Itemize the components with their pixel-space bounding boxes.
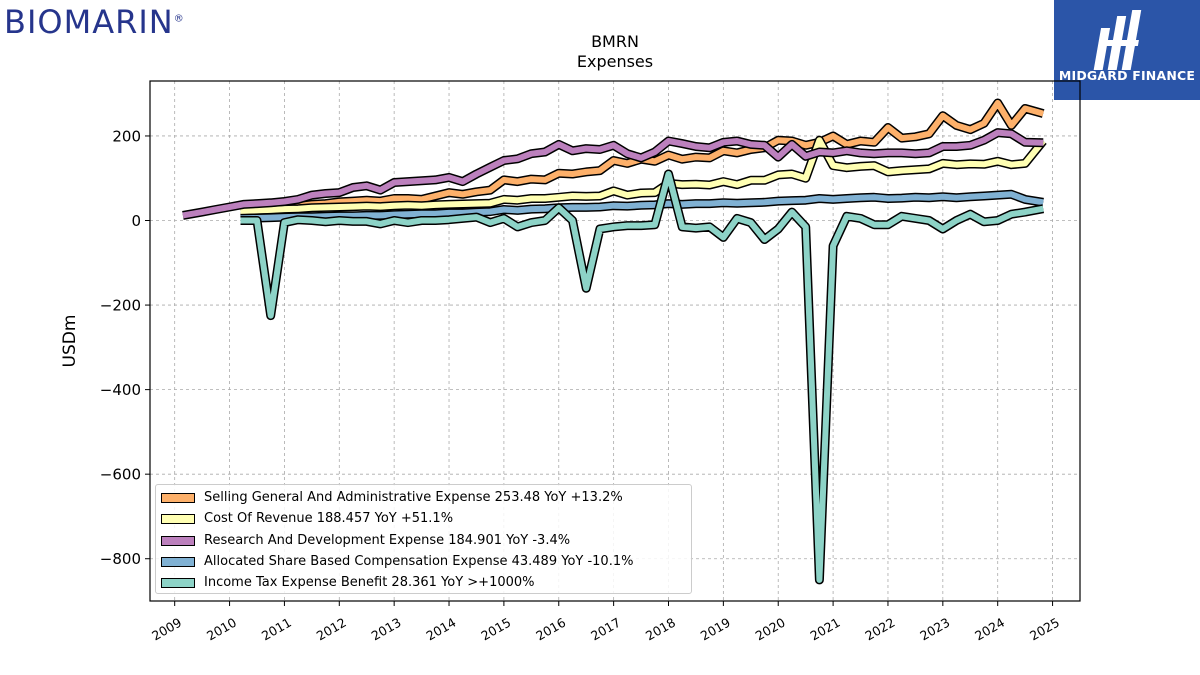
- x-tick-label: 2019: [698, 615, 733, 644]
- series-line-research-and-development-expense: [182, 129, 1044, 219]
- series-line-allocated-share-based-compensation-expense: [240, 191, 1044, 222]
- x-tick-label: 2025: [1027, 615, 1062, 644]
- midgard-finance-badge: MIDGARD FINANCE: [1054, 0, 1200, 100]
- x-tick-label: 2024: [972, 615, 1007, 644]
- legend-swatch: [161, 556, 195, 567]
- y-tick-label: 200: [112, 127, 141, 145]
- chart-subtitle: Expenses: [576, 52, 654, 71]
- y-tick-label: −200: [100, 297, 141, 315]
- x-tick-label: 2015: [478, 615, 513, 644]
- x-tick-label: 2022: [862, 615, 897, 644]
- legend-item: Cost Of Revenue 188.457 YoY +51.1%: [160, 508, 691, 529]
- x-tick-label: 2012: [314, 615, 349, 644]
- x-tick-label: 2020: [753, 615, 788, 644]
- logo-text: BIOMARIN: [4, 3, 174, 41]
- legend-label: Income Tax Expense Benefit 28.361 YoY >+…: [204, 575, 535, 591]
- x-tick-label: 2021: [808, 615, 843, 644]
- legend-swatch: [161, 578, 195, 589]
- x-tick-label: 2018: [643, 615, 678, 644]
- midgard-logo-icon: [1093, 10, 1142, 70]
- x-tick-label: 2014: [423, 615, 458, 644]
- y-tick-label: 0: [131, 212, 141, 230]
- y-tick-label: −400: [100, 381, 141, 399]
- x-tick-label: 2023: [917, 615, 952, 644]
- legend-label: Cost Of Revenue 188.457 YoY +51.1%: [204, 511, 454, 527]
- legend-label: Research And Development Expense 184.901…: [204, 532, 571, 548]
- chart-title: BMRN: [591, 32, 639, 51]
- x-tick-label: 2017: [588, 615, 623, 644]
- legend-item: Research And Development Expense 184.901…: [160, 530, 691, 551]
- y-tick-label: −600: [100, 466, 141, 484]
- x-tick-label: 2013: [369, 615, 404, 644]
- x-tick-label: 2010: [204, 615, 239, 644]
- legend-item: Selling General And Administrative Expen…: [160, 487, 691, 508]
- badge-text: MIDGARD FINANCE: [1058, 68, 1196, 83]
- series-line-cost-of-revenue: [240, 137, 1046, 215]
- legend-label: Allocated Share Based Compensation Expen…: [204, 553, 634, 569]
- chart-series: [182, 98, 1047, 585]
- legend-swatch: [161, 535, 195, 546]
- x-tick-label: 2011: [259, 615, 294, 644]
- registered-mark: ®: [173, 13, 185, 25]
- chart-legend: Selling General And Administrative Expen…: [155, 484, 692, 594]
- x-axis: 2009 2010 2011 2012 2013 2014 2015 2016 2017 2018…: [149, 601, 1062, 644]
- legend-label: Selling General And Administrative Expen…: [204, 490, 623, 505]
- legend-item: Income Tax Expense Benefit 28.361 YoY >+…: [160, 572, 691, 593]
- y-axis-label: USDm: [60, 315, 80, 368]
- plot-frame: [149, 80, 1081, 602]
- y-tick-label: −800: [100, 550, 141, 568]
- chart-title-block: BMRN Expenses: [415, 32, 815, 72]
- legend-swatch: [161, 514, 195, 525]
- x-tick-label: 2009: [149, 615, 184, 644]
- series-line-income-tax-expense-benefit: [240, 171, 1044, 583]
- x-tick-label: 2016: [533, 615, 568, 644]
- legend-item: Allocated Share Based Compensation Expen…: [160, 551, 691, 572]
- biomarin-logo: BIOMARIN®: [4, 3, 185, 41]
- legend-swatch: [161, 493, 195, 503]
- y-axis: 200 0 −200 −400 −600 −800: [100, 127, 150, 568]
